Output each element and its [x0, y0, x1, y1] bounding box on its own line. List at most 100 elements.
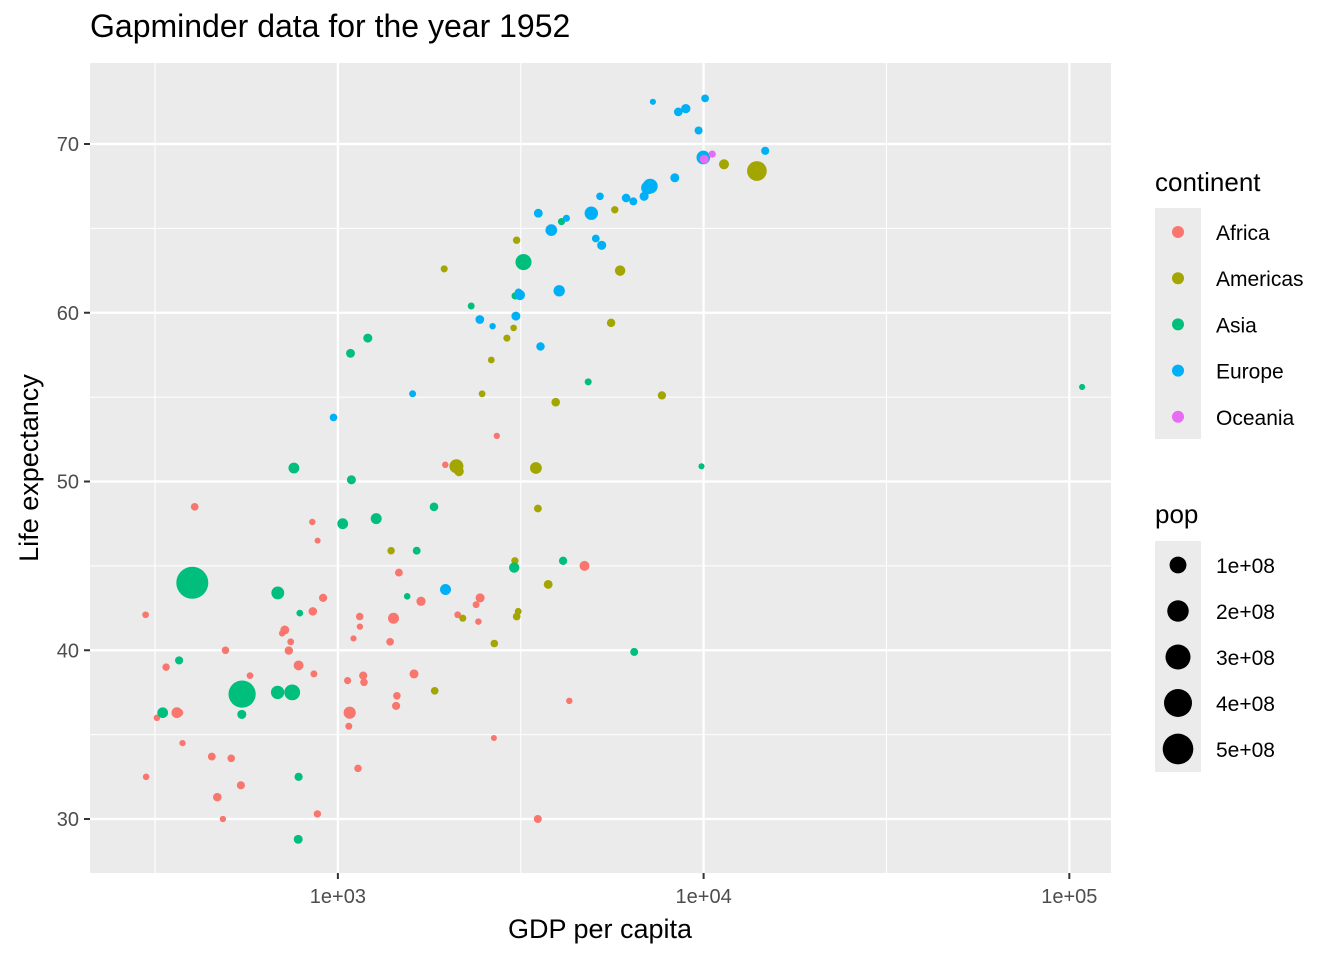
- data-point-africa: [309, 518, 316, 526]
- data-point-africa: [236, 781, 245, 790]
- data-point-asia: [175, 656, 184, 665]
- data-point-americas: [503, 334, 511, 342]
- data-point-americas: [606, 318, 616, 328]
- data-point-europe: [553, 285, 565, 297]
- x-tick-label: 1e+05: [1041, 886, 1097, 908]
- plot-panel: [90, 63, 1111, 873]
- data-point-europe: [596, 192, 604, 201]
- y-tick-label: 30: [57, 809, 79, 831]
- data-point-africa: [175, 708, 184, 717]
- continent-legend-key-oceania: [1172, 410, 1184, 423]
- x-tick-label: 1e+04: [676, 886, 732, 908]
- data-point-europe: [545, 224, 558, 236]
- data-point-europe: [562, 214, 570, 222]
- continent-legend-key-europe: [1172, 364, 1184, 377]
- data-point-africa: [416, 596, 426, 606]
- data-point-asia: [271, 586, 285, 600]
- data-point-americas: [430, 686, 439, 695]
- data-point-africa: [454, 611, 462, 619]
- pop-legend-label: 2e+08: [1216, 601, 1275, 624]
- data-point-americas: [440, 265, 448, 273]
- data-point-europe: [591, 234, 600, 243]
- data-point-asia: [370, 513, 382, 525]
- data-point-europe: [597, 240, 607, 250]
- continent-legend-label-americas: Americas: [1216, 268, 1304, 291]
- data-point-europe: [642, 178, 658, 194]
- data-point-asia: [584, 378, 592, 386]
- data-point-asia: [346, 475, 356, 485]
- data-point-asia: [176, 566, 209, 599]
- data-point-africa: [356, 623, 364, 630]
- data-point-americas: [514, 607, 522, 615]
- data-point-africa: [472, 601, 480, 609]
- data-point-africa: [386, 637, 394, 646]
- data-point-europe: [694, 126, 703, 135]
- data-point-europe: [533, 208, 543, 218]
- data-point-africa: [284, 646, 294, 655]
- data-point-africa: [579, 560, 590, 571]
- data-point-africa: [278, 630, 286, 637]
- data-point-americas: [529, 462, 542, 474]
- data-point-asia: [346, 348, 355, 358]
- y-tick-label: 40: [57, 640, 79, 662]
- continent-legend-key-asia: [1172, 318, 1184, 331]
- data-point-africa: [350, 635, 357, 642]
- data-point-africa: [388, 612, 399, 624]
- y-tick-label: 60: [57, 303, 79, 325]
- data-point-africa: [359, 671, 368, 680]
- data-point-africa: [179, 739, 186, 747]
- data-point-europe: [761, 146, 770, 155]
- data-point-americas: [614, 265, 626, 276]
- data-point-africa: [533, 815, 542, 823]
- data-point-africa: [153, 714, 161, 722]
- data-point-asia: [403, 593, 411, 600]
- data-point-africa: [393, 692, 401, 700]
- data-point-asia: [467, 302, 475, 310]
- data-point-americas: [459, 614, 467, 622]
- major-gridlines: [90, 63, 1111, 873]
- continent-legend: continent Africa Americas Asia Europe Oceani…: [1155, 167, 1304, 439]
- data-point-asia: [698, 463, 705, 470]
- data-point-asia: [296, 609, 304, 617]
- data-point-africa: [475, 593, 485, 603]
- data-point-africa: [442, 461, 449, 469]
- pop-legend-key: [1165, 644, 1191, 670]
- data-point-asia: [237, 709, 247, 719]
- data-point-europe: [584, 206, 599, 220]
- data-point-africa: [308, 607, 318, 616]
- data-point-africa: [219, 815, 227, 823]
- data-point-asia: [515, 254, 532, 271]
- pop-legend-key: [1162, 733, 1194, 765]
- data-point-americas: [478, 390, 486, 398]
- data-point-africa: [566, 697, 573, 705]
- data-points: [142, 94, 1086, 844]
- data-point-americas: [718, 159, 730, 170]
- data-point-africa: [287, 638, 295, 646]
- data-point-europe: [489, 322, 496, 330]
- pop-legend-label: 5e+08: [1216, 739, 1275, 762]
- data-point-africa: [313, 810, 322, 818]
- data-point-europe: [701, 94, 709, 103]
- data-point-americas: [657, 391, 667, 400]
- data-point-americas: [454, 466, 464, 477]
- data-point-asia: [228, 680, 256, 708]
- y-axis-title: Life expectancy: [14, 374, 44, 562]
- continent-legend-key-americas: [1172, 272, 1184, 285]
- data-point-asia: [293, 834, 303, 844]
- data-point-europe: [440, 584, 451, 595]
- y-axis: 30 40 50 60 70: [57, 134, 90, 831]
- pop-legend-label: 1e+08: [1216, 555, 1275, 578]
- pop-legend-label: 4e+08: [1216, 693, 1275, 716]
- y-tick-label: 50: [57, 472, 79, 494]
- data-point-asia: [509, 562, 520, 573]
- continent-legend-label-europe: Europe: [1216, 361, 1284, 384]
- pop-legend-key: [1167, 600, 1189, 622]
- data-point-europe: [629, 197, 638, 206]
- data-point-americas: [487, 356, 495, 364]
- data-point-africa: [213, 792, 222, 802]
- data-point-africa: [310, 670, 318, 678]
- pop-legend-title: pop: [1155, 499, 1198, 529]
- continent-legend-title: continent: [1155, 167, 1261, 197]
